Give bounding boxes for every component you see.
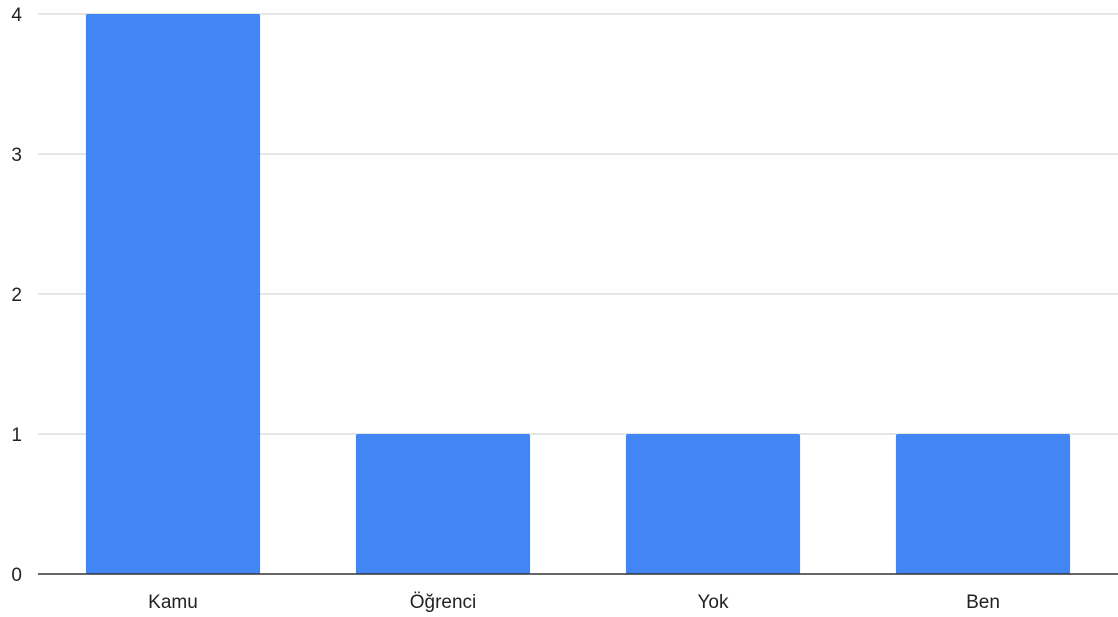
bar — [85, 14, 261, 574]
y-tick-label: 3 — [11, 145, 22, 166]
y-tick-label: 2 — [11, 285, 22, 306]
bar — [895, 434, 1071, 574]
bars — [85, 14, 1071, 574]
bar — [355, 434, 531, 574]
y-tick-label: 0 — [11, 565, 22, 586]
bar — [625, 434, 801, 574]
x-category-label: Yok — [698, 592, 729, 613]
x-axis-labels: Kamu Öğrenci Yok Ben — [148, 592, 1000, 613]
y-tick-label: 1 — [11, 425, 22, 446]
x-category-label: Kamu — [148, 592, 198, 613]
x-category-label: Öğrenci — [410, 592, 477, 613]
y-axis-ticks: 0 1 2 3 4 — [11, 5, 22, 586]
x-category-label: Ben — [966, 592, 1000, 613]
y-tick-label: 4 — [11, 5, 22, 26]
